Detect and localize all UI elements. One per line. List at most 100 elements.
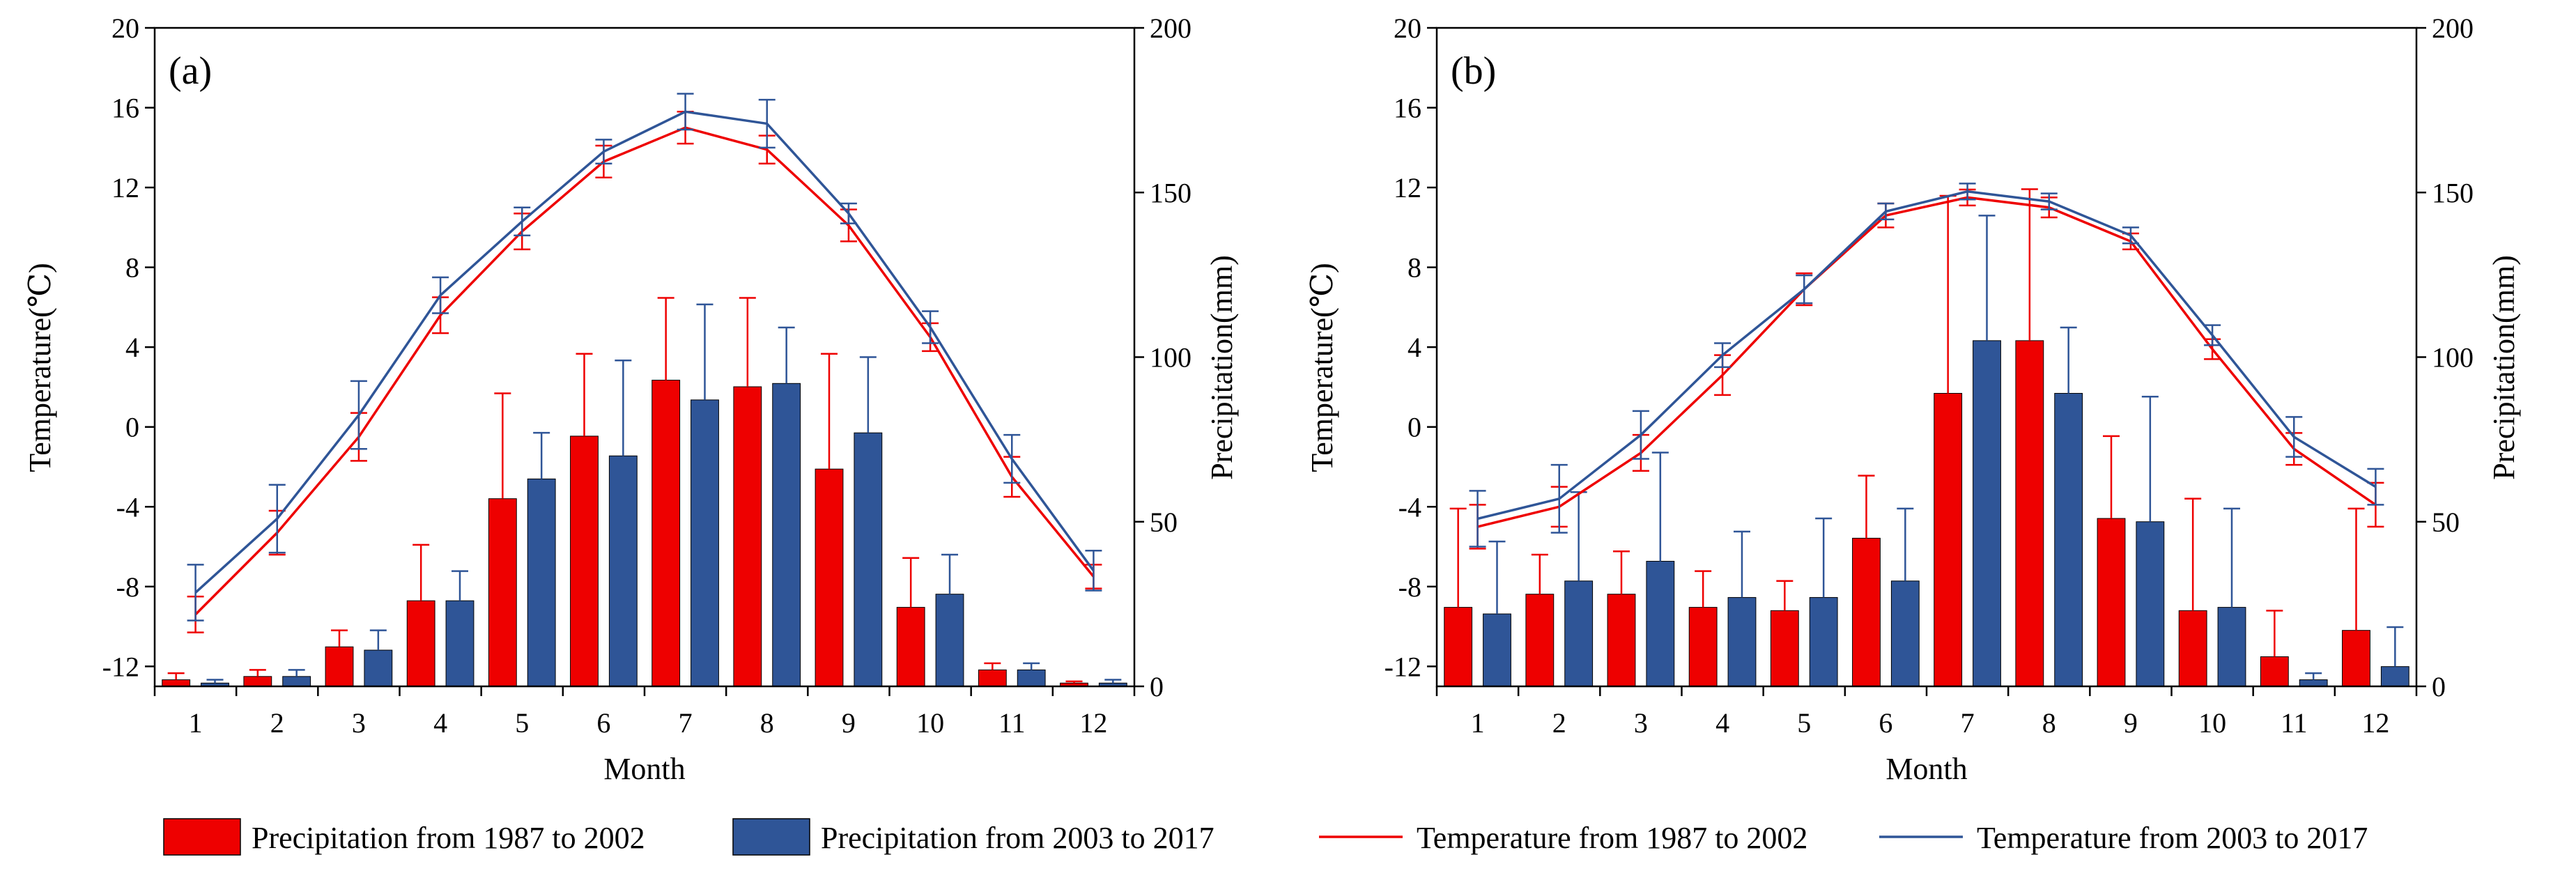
x-axis-tick-label: 5 [515,707,529,739]
right-axis-title: Precipitation(mm) [1205,255,1239,480]
legend-bar-swatch [732,818,810,856]
precip-bar [1727,596,1757,687]
precip-bar [691,399,719,687]
x-axis-tick-label: 7 [1961,707,1975,739]
precip-bar [445,600,475,687]
precip-bar [1973,340,2001,687]
temperature-line [1477,196,2377,528]
precip-bar [2054,392,2083,687]
x-axis-tick-label: 2 [270,707,284,739]
right-axis-tick-label: 200 [2432,13,2474,44]
x-axis-tick-label: 11 [2281,707,2308,739]
precip-bar [325,646,354,687]
precip-bar [2217,607,2246,687]
legend-bar-swatch [163,818,241,856]
left-axis-tick-label: -4 [116,491,139,523]
left-axis-tick-label: -12 [1385,651,1421,682]
right-axis-tick-label: 100 [2432,342,2474,373]
x-axis-tick-label: 6 [1879,707,1892,739]
precip-bar [1483,613,1511,687]
precip-bar [1852,537,1881,687]
left-axis-tick-label: -4 [1398,491,1421,523]
x-axis-tick-label: 3 [1634,707,1648,739]
precip-bar [733,386,762,687]
precip-bar [608,455,638,687]
x-axis-tick-label: 9 [2124,707,2138,739]
legend-label: Temperature from 2003 to 2017 [1977,821,2368,855]
precip-bar [1607,594,1636,687]
x-axis-title: Month [603,752,685,786]
precip-bar [1444,607,1473,687]
precip-bar [243,676,272,687]
precip-bar [406,600,435,687]
left-axis-tick-label: 20 [1394,13,1421,44]
left-axis-tick-label: 16 [111,93,139,124]
x-axis-tick-label: 4 [1715,707,1729,739]
left-axis-tick-label: 12 [111,172,139,203]
right-axis-tick-label: 0 [2432,671,2446,702]
precip-bar [2097,518,2126,687]
precip-bar [162,679,191,687]
precip-bar [282,676,311,687]
left-axis-tick-label: 20 [111,13,139,44]
legend-label: Precipitation from 1987 to 2002 [252,821,645,855]
x-axis-tick-label: 1 [1471,707,1485,739]
left-axis-tick-label: 4 [1407,332,1421,363]
temperature-line [194,110,1095,594]
precip-bar [978,669,1007,687]
panel-label: (b) [1451,49,1496,93]
precip-bar [2342,630,2370,687]
precip-bar [1934,392,1963,687]
precip-bar [1017,669,1046,687]
precip-bar [527,478,556,687]
left-axis-tick-label: 16 [1394,93,1421,124]
x-axis-tick-label: 6 [596,707,610,739]
temperature-line [1477,190,2377,521]
precip-bar [1564,580,1594,687]
precip-bar [1646,560,1675,687]
left-axis-title: Temperature(℃) [23,263,57,472]
left-axis-tick-label: 4 [125,332,139,363]
precip-bar [772,383,801,687]
x-axis-tick-label: 7 [679,707,693,739]
precip-bar [2178,610,2207,687]
precip-bar [364,649,393,687]
legend-label: Temperature from 1987 to 2002 [1417,821,1807,855]
precip-bar [896,607,925,687]
precip-bar [2015,340,2044,687]
x-axis-title: Month [1885,752,1967,786]
precip-bar [2380,666,2409,687]
left-axis-tick-label: 8 [125,252,139,284]
plot-frame [153,26,1136,688]
precip-bar [651,380,681,687]
precip-bar [854,432,883,687]
precip-bar [1890,580,1920,687]
x-axis-tick-label: 1 [189,707,203,739]
precip-bar [1688,607,1718,687]
precip-bar [1770,610,1799,687]
left-axis-tick-label: 12 [1394,172,1421,203]
panel-label: (a) [169,49,212,93]
x-axis-tick-label: 10 [2198,707,2226,739]
precip-bar [1809,596,1838,687]
left-axis-tick-label: -12 [102,651,139,682]
precip-bar [815,468,844,687]
right-axis-tick-label: 50 [2432,507,2460,538]
right-axis-tick-label: 0 [1150,671,1164,702]
precip-bar [2260,656,2289,687]
left-axis-tick-label: 0 [125,412,139,443]
x-axis-tick-label: 5 [1797,707,1811,739]
left-axis-tick-label: 0 [1407,412,1421,443]
right-axis-tick-label: 50 [1150,507,1178,538]
x-axis-tick-label: 8 [760,707,774,739]
precip-bar [1525,594,1555,687]
right-axis-tick-label: 100 [1150,342,1191,373]
precip-bar [570,436,599,687]
x-axis-tick-label: 12 [2361,707,2389,739]
temperature-line [194,126,1095,616]
legend-label: Precipitation from 2003 to 2017 [821,821,1214,855]
x-axis-tick-label: 9 [842,707,856,739]
x-axis-tick-label: 12 [1079,707,1107,739]
